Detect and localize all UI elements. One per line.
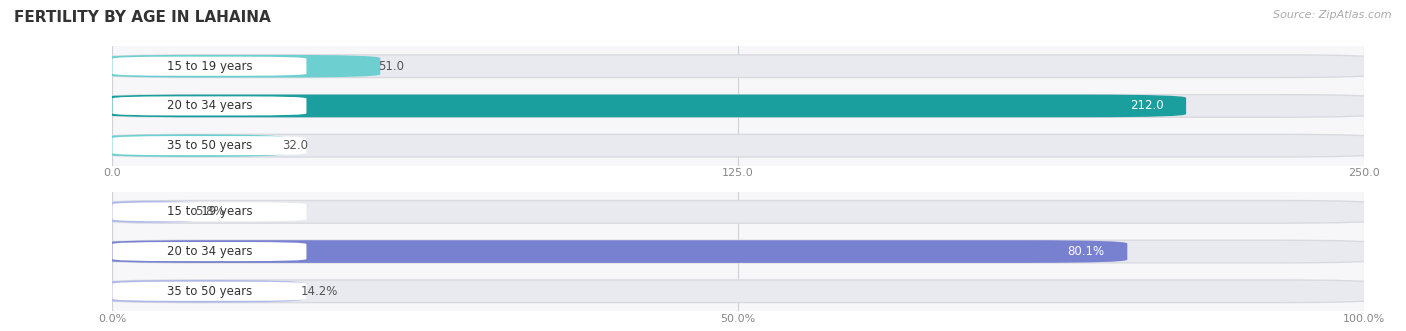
FancyBboxPatch shape	[112, 202, 307, 221]
Text: 15 to 19 years: 15 to 19 years	[167, 205, 252, 218]
FancyBboxPatch shape	[112, 57, 307, 76]
Text: 212.0: 212.0	[1130, 99, 1164, 113]
FancyBboxPatch shape	[100, 95, 1376, 117]
FancyBboxPatch shape	[112, 242, 307, 261]
Text: 14.2%: 14.2%	[301, 285, 337, 298]
Text: 35 to 50 years: 35 to 50 years	[167, 139, 252, 152]
FancyBboxPatch shape	[100, 240, 1128, 263]
FancyBboxPatch shape	[100, 201, 1376, 223]
Text: 5.8%: 5.8%	[195, 205, 225, 218]
FancyBboxPatch shape	[100, 55, 380, 77]
Text: 15 to 19 years: 15 to 19 years	[167, 60, 252, 73]
FancyBboxPatch shape	[100, 240, 1376, 263]
FancyBboxPatch shape	[100, 134, 285, 157]
FancyBboxPatch shape	[100, 55, 1376, 77]
Text: 80.1%: 80.1%	[1067, 245, 1105, 258]
Text: 20 to 34 years: 20 to 34 years	[167, 245, 252, 258]
FancyBboxPatch shape	[112, 136, 307, 155]
Text: FERTILITY BY AGE IN LAHAINA: FERTILITY BY AGE IN LAHAINA	[14, 10, 271, 25]
FancyBboxPatch shape	[97, 201, 200, 223]
FancyBboxPatch shape	[100, 280, 302, 303]
FancyBboxPatch shape	[100, 134, 1376, 157]
FancyBboxPatch shape	[112, 96, 307, 116]
Text: Source: ZipAtlas.com: Source: ZipAtlas.com	[1274, 10, 1392, 20]
Text: 20 to 34 years: 20 to 34 years	[167, 99, 252, 113]
Text: 51.0: 51.0	[378, 60, 404, 73]
FancyBboxPatch shape	[112, 282, 307, 301]
FancyBboxPatch shape	[100, 95, 1187, 117]
FancyBboxPatch shape	[100, 280, 1376, 303]
Text: 35 to 50 years: 35 to 50 years	[167, 285, 252, 298]
Text: 32.0: 32.0	[283, 139, 309, 152]
